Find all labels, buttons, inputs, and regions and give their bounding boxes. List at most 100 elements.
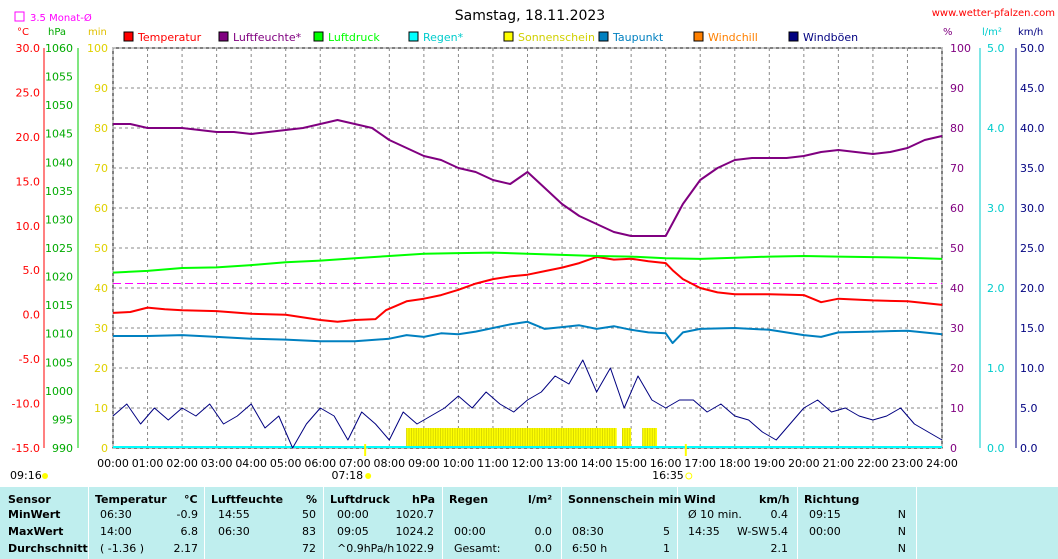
temp-tick-label: 10.0 [16, 220, 41, 233]
x-tick-label: 19:00 [753, 457, 785, 470]
header-rain-unit: l/m² [528, 493, 553, 506]
sunshine-tick-label: 10 [94, 402, 108, 415]
x-tick-label: 03:00 [201, 457, 233, 470]
wind-time: Ø 10 min. [688, 508, 742, 521]
humidity-value: 72 [302, 542, 316, 555]
x-tick-label: 12:00 [512, 457, 544, 470]
sunshine-axis-unit: min [88, 27, 107, 38]
pressure-tick-label: 1010 [45, 328, 73, 341]
legend-swatch [408, 31, 419, 42]
pressure-value: 1020.7 [395, 508, 435, 521]
header-direction: Richtung [804, 493, 860, 506]
sunshine-time: 6:50 h [572, 542, 608, 555]
header-sensor: Sensor [8, 493, 51, 506]
x-tick-label: 05:00 [270, 457, 302, 470]
wind-direction: W-SW [737, 525, 770, 538]
rain-axis-unit: l/m² [982, 27, 1002, 38]
header-pressure: Luftdruck [330, 493, 390, 506]
legend-label: Sonnenschein [518, 31, 595, 44]
legend-swatch [218, 31, 229, 42]
pressure-tick-label: 990 [52, 442, 73, 455]
row-label: Durchschnitt [8, 542, 88, 555]
x-tick-label: 07:00 [339, 457, 371, 470]
temp-tick-label: 15.0 [16, 175, 41, 188]
direction-time: 00:00 [809, 525, 841, 538]
rain-tick-label: 1.0 [987, 362, 1005, 375]
temp-tick-label: 20.0 [16, 131, 41, 144]
x-tick-label: 11:00 [477, 457, 509, 470]
legend-swatch [503, 31, 514, 42]
x-tick-label: 15:00 [615, 457, 647, 470]
x-tick-label: 06:00 [304, 457, 336, 470]
sunshine-bar [622, 428, 632, 448]
moon-time: 09:16 [10, 469, 42, 482]
x-tick-label: 17:00 [684, 457, 716, 470]
header-wind-unit: km/h [759, 493, 790, 506]
humidity-tick-label: 50 [950, 242, 964, 255]
x-tick-label: 08:00 [373, 457, 405, 470]
humidity-tick-label: 100 [950, 42, 971, 55]
temp-tick-label: -5.0 [19, 353, 40, 366]
temp-axis-unit: °C [17, 27, 29, 38]
legend-swatch [313, 31, 324, 42]
pressure-time: 00:00 [337, 508, 369, 521]
humidity-value: 50 [302, 508, 316, 521]
pressure-tick-label: 1035 [45, 185, 73, 198]
pressure-value: 1024.2 [395, 525, 435, 538]
pressure-tick-label: 1050 [45, 99, 73, 112]
direction-time: 09:15 [809, 508, 841, 521]
humidity-tick-label: 40 [950, 282, 964, 295]
legend-label: Windböen [803, 31, 858, 44]
wind-tick-label: 35.0 [1020, 162, 1045, 175]
wind-tick-label: 45.0 [1020, 82, 1045, 95]
rain-tick-label: 2.0 [987, 282, 1005, 295]
rain-time: 00:00 [454, 525, 486, 538]
humidity-time: 14:55 [218, 508, 250, 521]
wind-tick-label: 10.0 [1020, 362, 1045, 375]
x-tick-label: 04:00 [235, 457, 267, 470]
pressure-tick-label: 1060 [45, 42, 73, 55]
pressure-tick-label: 1025 [45, 242, 73, 255]
rain-tick-label: 4.0 [987, 122, 1005, 135]
x-tick-label: 21:00 [823, 457, 855, 470]
moon-icon [42, 473, 48, 479]
direction-value: N [897, 508, 906, 521]
temp-time: 06:30 [100, 508, 132, 521]
series-line-luftfeuchte [113, 119, 943, 237]
pressure-tick-label: 1005 [45, 356, 73, 369]
header-wind: Wind [684, 493, 716, 506]
series-line-taupunkt [113, 320, 943, 345]
humidity-tick-label: 0 [950, 442, 957, 455]
humidity-tick-label: 70 [950, 162, 964, 175]
series-line-temperatur [112, 255, 943, 323]
website-label: www.wetter-pfalzen.com [932, 8, 1055, 19]
x-tick-label: 23:00 [892, 457, 924, 470]
temp-tick-label: 0.0 [23, 309, 41, 322]
rain-tick-label: 5.0 [987, 42, 1005, 55]
sunshine-time: 08:30 [572, 525, 604, 538]
humidity-axis-unit: % [943, 27, 953, 38]
temp-value: -0.9 [176, 508, 198, 521]
temp-tick-label: 25.0 [16, 86, 41, 99]
wind-time: 14:35 [688, 525, 720, 538]
wind-tick-label: 25.0 [1020, 242, 1045, 255]
temp-value: 2.17 [173, 542, 199, 555]
sunshine-value: 1 [663, 542, 670, 555]
sunshine-tick-label: 60 [94, 202, 108, 215]
x-tick-label: 09:00 [408, 457, 440, 470]
x-tick-label: 20:00 [788, 457, 820, 470]
temp-tick-label: 30.0 [16, 42, 41, 55]
pressure-tick-label: 1040 [45, 156, 73, 169]
rain-value: 0.0 [534, 525, 553, 538]
legend-label: Regen* [423, 31, 464, 44]
wind-tick-label: 30.0 [1020, 202, 1045, 215]
legend-swatch [788, 31, 799, 42]
row-label: MaxWert [8, 525, 64, 538]
sunshine-tick-label: 40 [94, 282, 108, 295]
monthly-avg-legend-box [14, 11, 25, 22]
x-tick-label: 22:00 [857, 457, 889, 470]
sunshine-tick-label: 100 [87, 42, 108, 55]
humidity-tick-label: 30 [950, 322, 964, 335]
x-tick-label: 18:00 [719, 457, 751, 470]
pressure-time: 09:05 [337, 525, 369, 538]
